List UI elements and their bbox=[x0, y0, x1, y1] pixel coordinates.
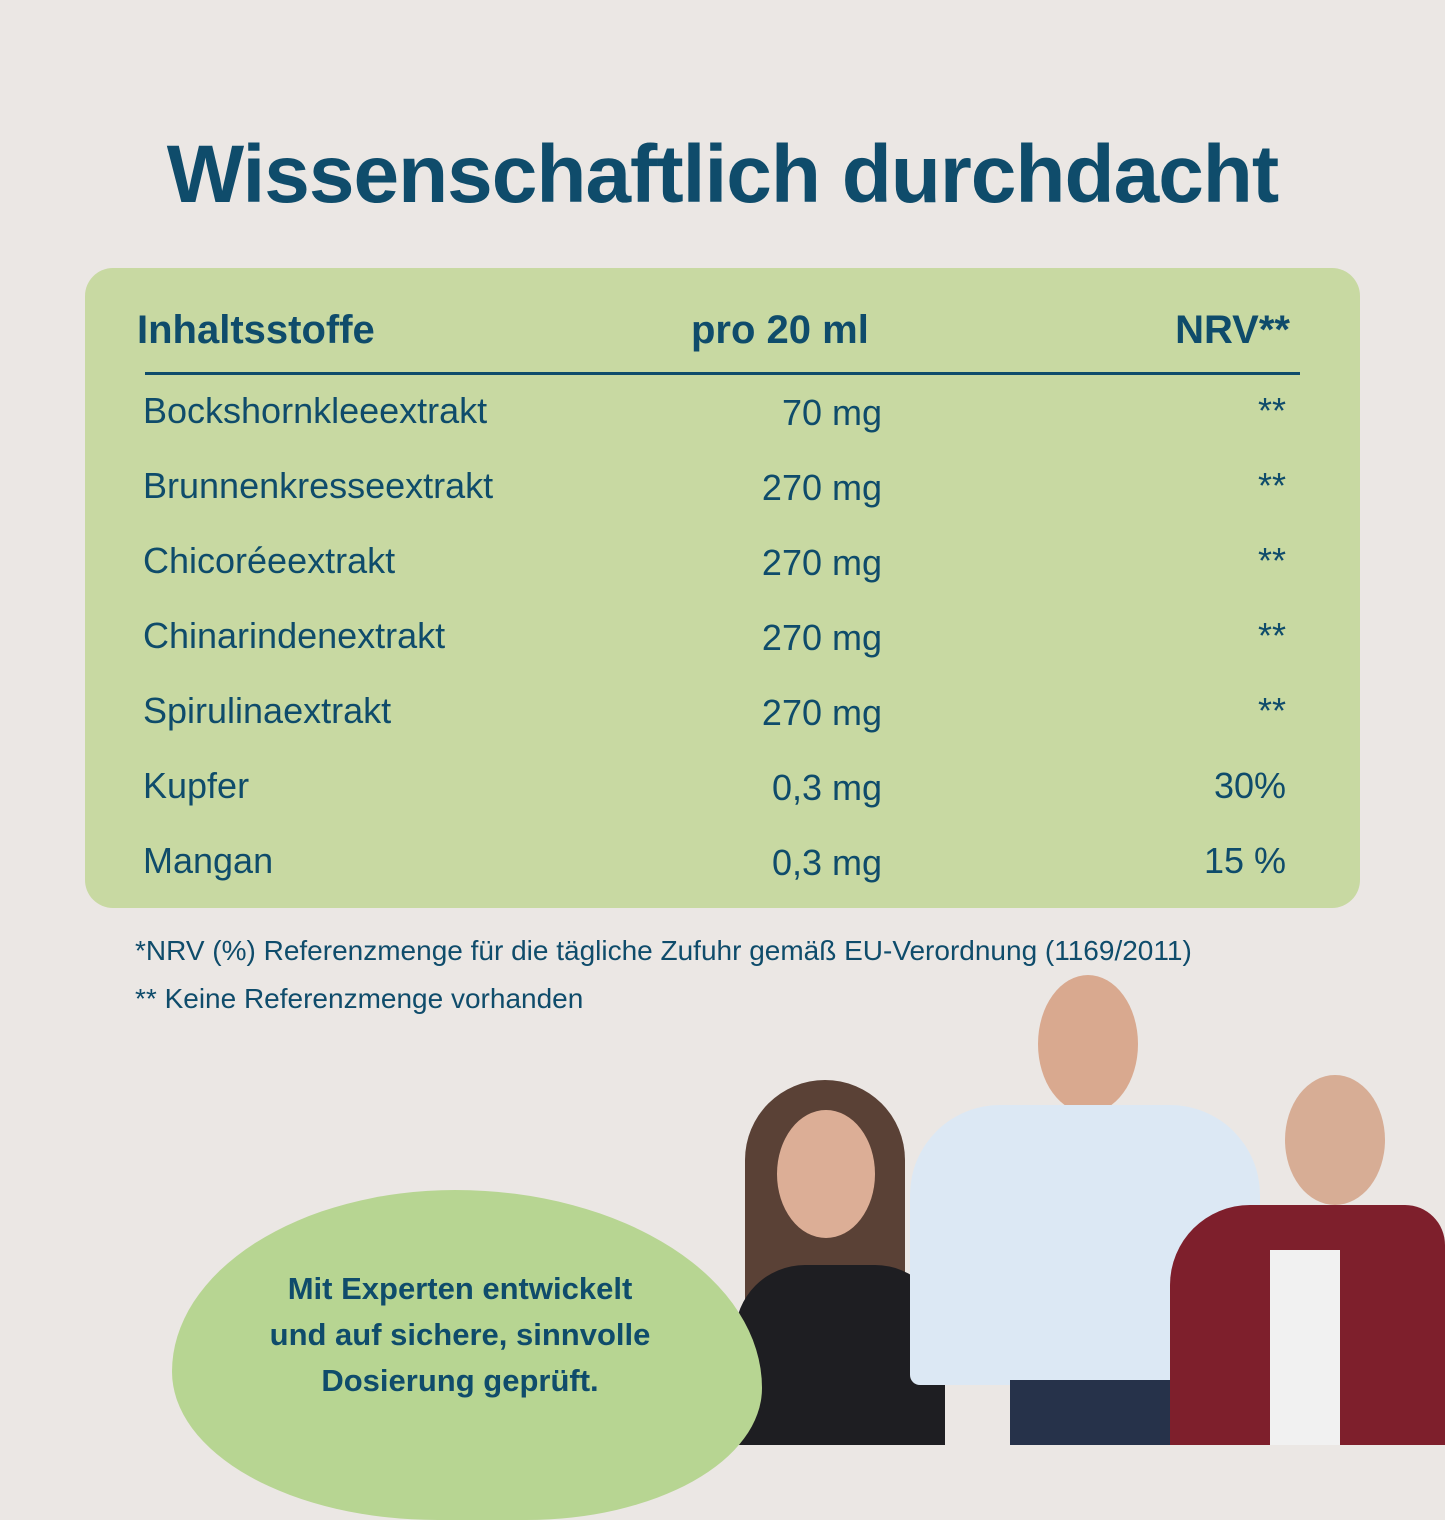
ingredient-amount: 270 mg bbox=[761, 692, 882, 733]
ingredient-nrv: ** bbox=[1257, 390, 1286, 431]
ingredient-nrv: ** bbox=[1257, 615, 1286, 656]
ingredient-nrv: ** bbox=[1257, 465, 1286, 506]
ingredient-amount: 0,3 mg bbox=[771, 842, 882, 883]
ingredient-name: Chicoréeextrakt bbox=[143, 540, 396, 581]
table-row: Mangan 0,3 mg 15 % bbox=[85, 830, 1360, 905]
page-title: Wissenschaftlich durchdacht bbox=[166, 129, 1279, 220]
ingredient-name: Chinarindenextrakt bbox=[143, 615, 446, 656]
ingredient-name: Brunnenkresseextrakt bbox=[143, 465, 494, 506]
ingredient-name: Kupfer bbox=[143, 765, 250, 806]
footnote-no-reference: ** Keine Referenzmenge vorhanden bbox=[135, 983, 584, 1014]
ingredient-nrv: ** bbox=[1257, 540, 1286, 581]
ingredients-table: Inhaltsstoffe pro 20 ml NRV** Bockshornk… bbox=[85, 268, 1360, 908]
ingredient-nrv: 15 % bbox=[1203, 840, 1286, 881]
ingredient-amount: 70 mg bbox=[781, 392, 882, 433]
ingredient-name: Bockshornkleeextrakt bbox=[143, 390, 488, 431]
header-ingredient: Inhaltsstoffe bbox=[137, 308, 375, 352]
badge-line: Dosierung geprüft. bbox=[321, 1363, 599, 1398]
expert-right bbox=[1170, 1070, 1445, 1445]
footnote-nrv: *NRV (%) Referenzmenge für die tägliche … bbox=[135, 935, 1192, 966]
ingredient-amount: 270 mg bbox=[761, 617, 882, 658]
ingredient-name: Spirulinaextrakt bbox=[143, 690, 392, 731]
ingredient-amount: 270 mg bbox=[761, 467, 882, 508]
ingredient-nrv: ** bbox=[1257, 690, 1286, 731]
ingredient-amount: 270 mg bbox=[761, 542, 882, 583]
badge-line: Mit Experten entwickelt bbox=[287, 1271, 633, 1306]
ingredient-nrv: 30% bbox=[1213, 765, 1286, 806]
table-row: Brunnenkresseextrakt 270 mg ** bbox=[85, 455, 1360, 530]
ingredient-name: Mangan bbox=[143, 840, 274, 881]
table-row: Chinarindenextrakt 270 mg ** bbox=[85, 605, 1360, 680]
header-amount: pro 20 ml bbox=[691, 308, 869, 352]
table-row: Chicoréeextrakt 270 mg ** bbox=[85, 530, 1360, 605]
table-row: Spirulinaextrakt 270 mg ** bbox=[85, 680, 1360, 755]
header-nrv: NRV** bbox=[1175, 308, 1290, 352]
table-row: Kupfer 0,3 mg 30% bbox=[85, 755, 1360, 830]
table-row: Bockshornkleeextrakt 70 mg ** bbox=[85, 380, 1360, 455]
expert-badge: Mit Experten entwickelt und auf sichere,… bbox=[205, 1266, 715, 1404]
ingredient-amount: 0,3 mg bbox=[771, 767, 882, 808]
header-divider bbox=[145, 372, 1300, 375]
badge-line: und auf sichere, sinnvolle bbox=[269, 1317, 651, 1352]
